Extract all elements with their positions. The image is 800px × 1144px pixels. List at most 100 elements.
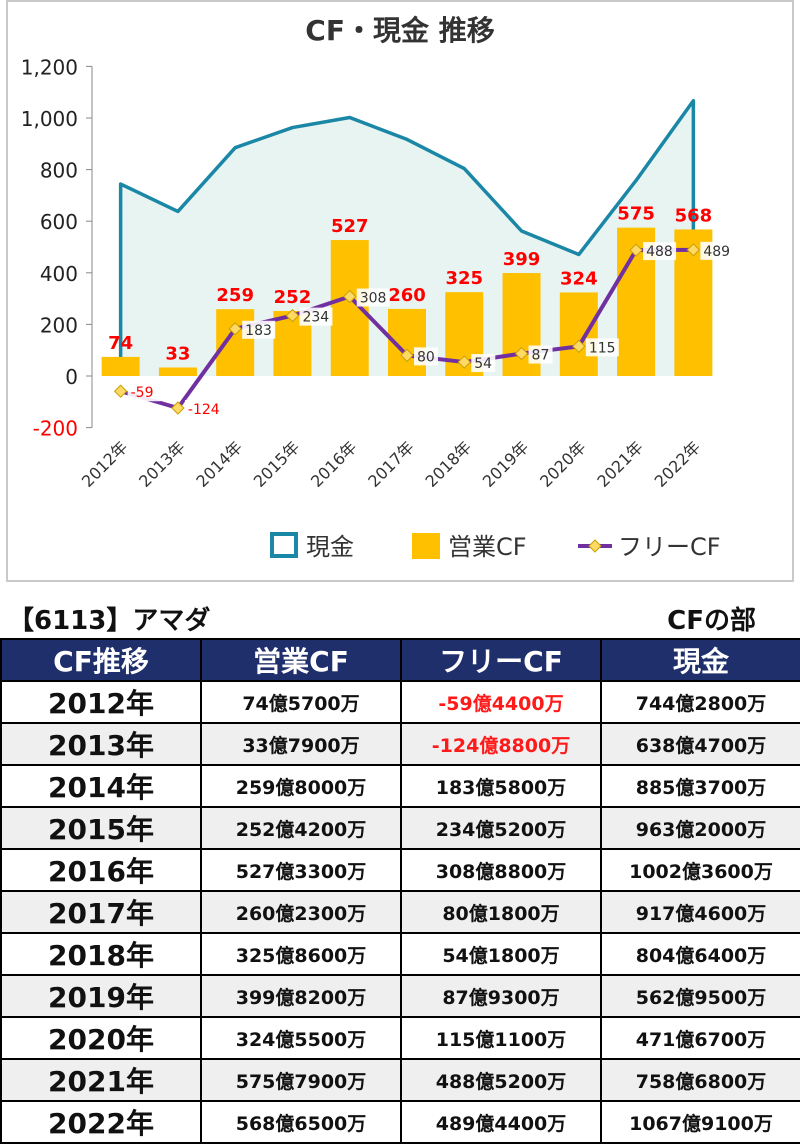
x-tick-label: 2012年 [78,437,132,491]
x-tick-label: 2020年 [536,437,590,491]
cash-cell: 744億2800万 [600,680,800,724]
operating-cf-cell: 33億7900万 [200,722,402,766]
free-cf-point [285,308,300,323]
free-cf-point [514,346,529,361]
section-label: CFの部 [667,606,756,636]
free-cf-data-label: 234 [302,310,329,326]
operating-cf-cell: 399億8200万 [200,974,402,1018]
table-row: 2022年 568億6500万 489億4400万 1067億9100万 [0,1100,800,1144]
free-cf-data-label: -59 [131,385,154,401]
cash-cell: 963億2000万 [600,806,800,850]
free-cf-label-bg [700,241,734,260]
x-tick-label: 2014年 [192,437,246,491]
free-cf-label-bg [471,354,496,373]
x-tick-label: 2022年 [651,437,705,491]
y-tick-label: 0 [65,365,78,389]
section-header: 【6113】アマダ CFの部 [0,596,800,636]
operating-cf-data-label: 74 [108,333,133,354]
operating-cf-data-label: 33 [165,343,190,364]
free-cf-data-label: 308 [360,291,387,307]
cf-chart: CF・現金 推移 1,200 1,000 800 600 400 200 0 -200 74 33 2… [20,14,734,561]
year-cell: 2012年 [0,680,202,724]
operating-cf-data-label: 259 [216,285,254,306]
legend-swatch-cash [270,532,298,558]
free-cf-point [572,339,586,354]
free-cf-point [400,348,414,363]
free-cf-point [228,322,242,336]
operating-cf-cell: 527億3300万 [200,848,402,892]
legend-label-cash: 現金 [306,533,354,561]
x-tick-label: 2021年 [593,437,647,491]
cash-cell: 885億3700万 [600,764,800,808]
operating-cf-cell: 74億5700万 [200,680,402,724]
legend-label-free-cf: フリーCF [618,533,721,561]
free-cf-data-label: 489 [703,244,730,260]
cash-cell: 471億6700万 [600,1016,800,1060]
table-row: 2014年 259億8000万 183億5800万 885億3700万 [0,764,800,808]
free-cf-cell: 489億4400万 [400,1100,602,1144]
table-header-row: CF推移 営業CF フリーCF 現金 [0,638,800,682]
free-cf-data-label: 488 [646,244,673,260]
header-operating-cf: 営業CF [200,638,402,682]
legend-swatch-operating-cf [412,533,440,559]
free-cf-cell: 80億1800万 [400,890,602,934]
free-cf-label-bg [356,288,390,307]
year-cell: 2020年 [0,1016,202,1060]
operating-cf-cell: 568億6500万 [200,1100,402,1144]
x-tick-label: 2016年 [307,437,361,491]
operating-cf-bar [101,356,140,376]
year-cell: 2017年 [0,890,202,934]
y-tick-label: 600 [40,210,78,234]
free-cf-cell: 183億5800万 [400,764,602,808]
free-cf-data-label: 80 [417,349,435,365]
x-tick-label: 2019年 [479,437,533,491]
x-tick-label: 2013年 [135,437,189,491]
free-cf-label-bg [585,338,619,357]
free-cf-label-bg [242,320,276,339]
free-cf-data-label: 87 [532,348,550,364]
operating-cf-cell: 575億7900万 [200,1058,402,1102]
free-cf-label-bg [184,399,227,418]
free-cf-cell: 308億8800万 [400,848,602,892]
table-row: 2015年 252億4200万 234億5200万 963億2000万 [0,806,800,850]
cash-area [120,100,694,377]
y-tick-label: 1,200 [21,55,78,79]
x-tick-label: 2015年 [250,437,304,491]
cash-cell: 917億4600万 [600,890,800,934]
table-row: 2013年 33億7900万 -124億8800万 638億4700万 [0,722,800,766]
free-cf-data-label: 183 [245,323,272,339]
cf-table: CF推移 営業CF フリーCF 現金 2012年 74億5700万 -59億4400… [0,638,800,1144]
operating-cf-bar [158,367,197,376]
cash-cell: 758億6800万 [600,1058,800,1102]
table-row: 2012年 74億5700万 -59億4400万 744億2800万 [0,680,800,724]
y-tick-label: -200 [33,417,78,441]
free-cf-point [113,384,128,398]
free-cf-cell: 234億5200万 [400,806,602,850]
cash-cell: 1067億9100万 [600,1100,800,1144]
table-row: 2018年 325億8600万 54億1800万 804億6400万 [0,932,800,976]
header-cash: 現金 [600,638,800,682]
free-cf-cell: 87億9300万 [400,974,602,1018]
free-cf-cell: -124億8800万 [400,722,602,766]
operating-cf-data-label: 575 [617,204,655,225]
table-row: 2017年 260億2300万 80億1800万 917億4600万 [0,890,800,934]
cash-cell: 562億9500万 [600,974,800,1018]
y-tick-label: 400 [40,262,78,286]
operating-cf-cell: 324億5500万 [200,1016,402,1060]
cash-line [118,98,696,376]
free-cf-point [457,355,471,369]
company-label: 【6113】アマダ [8,606,211,636]
free-cf-cell: 54億1800万 [400,932,602,976]
table-row: 2019年 399億8200万 87億9300万 562億9500万 [0,974,800,1018]
year-cell: 2019年 [0,974,202,1018]
operating-cf-data-label: 568 [675,205,713,226]
year-cell: 2021年 [0,1058,202,1102]
table-row: 2020年 324億5500万 115億1100万 471億6700万 [0,1016,800,1060]
free-cf-label-bg [643,242,677,261]
operating-cf-data-label: 324 [560,268,598,289]
operating-cf-cell: 252億4200万 [200,806,402,850]
x-tick-label: 2018年 [422,437,476,491]
free-cf-label-bg [127,383,161,402]
table-row: 2021年 575億7900万 488億5200万 758億6800万 [0,1058,800,1102]
free-cf-point [686,243,701,257]
